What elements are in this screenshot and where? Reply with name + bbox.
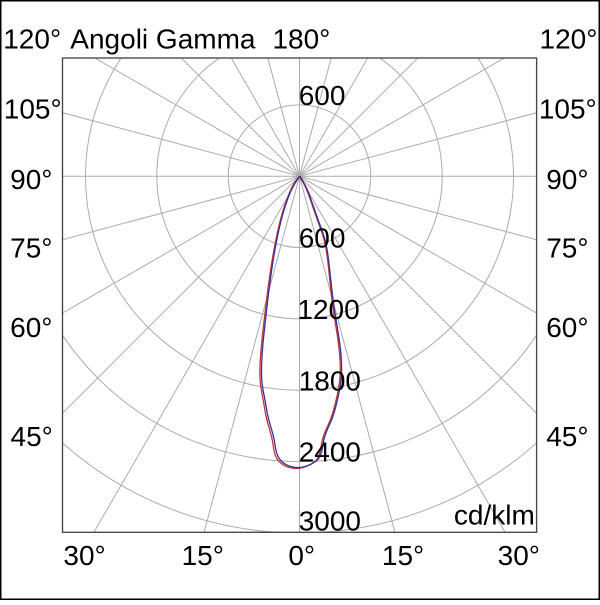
svg-text:0°: 0° — [288, 540, 315, 571]
svg-text:15°: 15° — [182, 540, 224, 571]
svg-text:600: 600 — [299, 223, 346, 254]
svg-text:Angoli Gamma: Angoli Gamma — [70, 24, 256, 55]
svg-text:105°: 105° — [539, 94, 597, 125]
svg-text:60°: 60° — [10, 312, 52, 343]
svg-text:3000: 3000 — [299, 506, 361, 537]
svg-text:1200: 1200 — [297, 294, 359, 325]
svg-text:75°: 75° — [546, 233, 588, 264]
svg-text:600: 600 — [299, 80, 346, 111]
svg-text:1800: 1800 — [299, 365, 361, 396]
svg-text:90°: 90° — [546, 164, 588, 195]
svg-text:180°: 180° — [272, 24, 330, 55]
svg-text:30°: 30° — [63, 540, 105, 571]
svg-text:2400: 2400 — [299, 437, 361, 468]
svg-text:15°: 15° — [382, 540, 424, 571]
svg-text:60°: 60° — [546, 312, 588, 343]
svg-text:90°: 90° — [10, 164, 52, 195]
svg-text:45°: 45° — [11, 421, 53, 452]
svg-text:75°: 75° — [10, 233, 52, 264]
svg-text:105°: 105° — [4, 94, 62, 125]
svg-text:30°: 30° — [498, 540, 540, 571]
svg-text:120°: 120° — [3, 24, 61, 55]
svg-text:cd/klm: cd/klm — [454, 500, 535, 531]
svg-text:120°: 120° — [540, 24, 598, 55]
svg-text:45°: 45° — [546, 421, 588, 452]
